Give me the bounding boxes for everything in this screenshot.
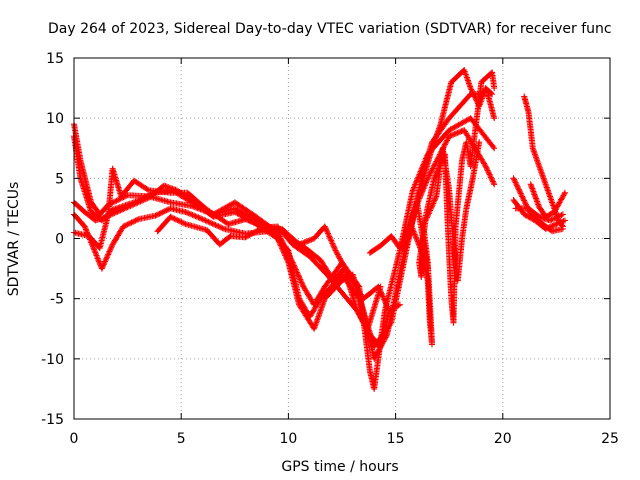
x-tick-label: 25 [601, 431, 619, 447]
chart-title: Day 264 of 2023, Sidereal Day-to-day VTE… [48, 21, 612, 37]
data-marks [71, 67, 568, 392]
y-tick-label: 5 [55, 171, 64, 187]
y-tick-label: -10 [41, 352, 64, 368]
series-track-9 [405, 139, 483, 284]
series-track-14 [527, 181, 568, 220]
y-tick-label: 15 [46, 51, 64, 67]
x-tick-label: 5 [177, 431, 186, 447]
data-point-marks [405, 139, 483, 284]
x-tick-label: 20 [494, 431, 512, 447]
x-tick-label: 0 [70, 431, 79, 447]
y-tick-label: 0 [55, 232, 64, 248]
data-point-marks [154, 213, 393, 350]
x-tick-label: 15 [387, 431, 405, 447]
series-track-6 [154, 213, 393, 350]
data-point-marks [527, 181, 568, 220]
axis-ticks: 0 5 10 15 20 25 -15 -10 -5 0 5 10 15 [41, 51, 619, 447]
x-axis-label: GPS time / hours [281, 459, 398, 475]
y-tick-label: 10 [46, 111, 64, 127]
y-axis-label: SDTVAR / TECUs [6, 182, 22, 297]
y-tick-label: -15 [41, 412, 64, 428]
y-tick-label: -5 [50, 292, 64, 308]
series-track-8 [399, 67, 496, 254]
data-point-marks [399, 67, 496, 254]
data-point-marks [521, 93, 566, 230]
series-track-13 [521, 93, 566, 230]
x-tick-label: 10 [279, 431, 297, 447]
